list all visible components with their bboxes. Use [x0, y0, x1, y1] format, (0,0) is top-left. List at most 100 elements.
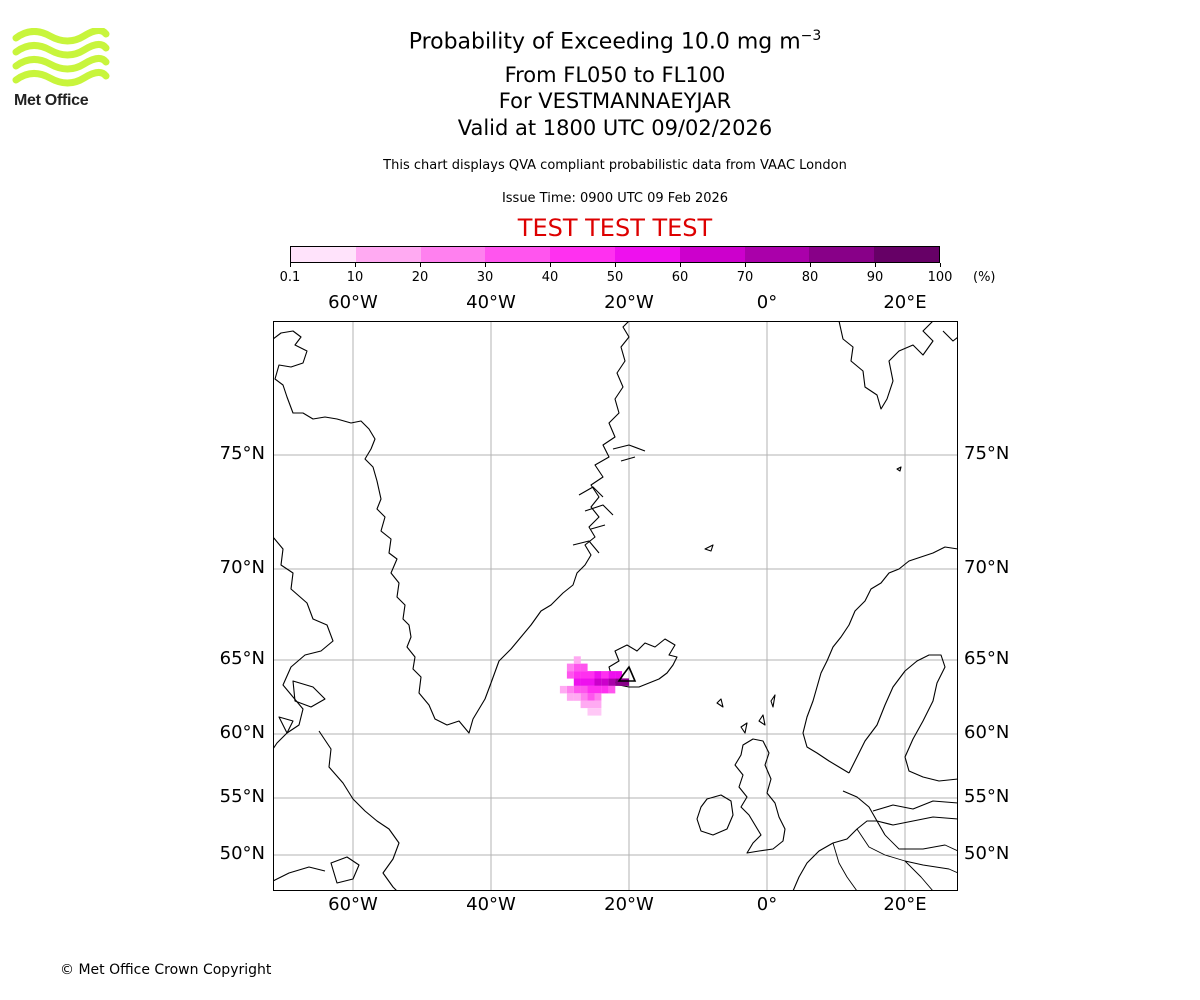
plume-cell [580, 671, 588, 679]
plume-cell [566, 693, 574, 701]
latitude-label-right: 65°N [964, 648, 1010, 669]
source-marker [617, 665, 637, 682]
plume-cell [601, 685, 609, 694]
latitude-label-left: 65°N [219, 648, 265, 669]
rockall-lewis [740, 722, 748, 734]
europe-coastline [792, 816, 958, 891]
chart-title: Probability of Exceeding 10.0 mg m−3 [0, 28, 1200, 54]
longitude-label-top: 20°E [883, 292, 927, 313]
met-office-logo [12, 27, 112, 118]
colorbar-tick [550, 263, 551, 267]
colorbar-segment [291, 247, 356, 262]
title-text: Probability of Exceeding 10.0 mg m [408, 29, 801, 55]
copyright-notice: © Met Office Crown Copyright [60, 962, 272, 978]
plume-cell [615, 678, 623, 686]
colorbar-tick-label: 10 [346, 270, 364, 285]
colorbar-tick-label: 80 [801, 270, 819, 285]
svalbard-north [942, 330, 958, 342]
plume-cell [594, 708, 602, 716]
logo-text: Met Office [14, 92, 89, 109]
baffin-island-coastline [273, 536, 334, 750]
latitude-label-right: 70°N [964, 557, 1010, 578]
colorbar-tick [875, 263, 876, 267]
plume-cell [608, 685, 616, 694]
plume-cell [594, 671, 602, 679]
sweden-finland-border [848, 654, 958, 782]
hudson-islands [278, 680, 326, 734]
location-label: For VESTMANNAEYJAR [498, 89, 732, 113]
latitude-label-left: 55°N [219, 786, 265, 807]
colorbar-unit: (%) [973, 270, 996, 285]
faroe-islands [716, 698, 724, 708]
ireland-coastline [696, 794, 734, 836]
latitude-label-left: 50°N [219, 843, 265, 864]
longitude-label-bottom: 20°E [883, 894, 927, 915]
plume-cell [566, 671, 574, 679]
plume-cell [615, 671, 623, 679]
chart-description: This chart displays QVA compliant probab… [383, 158, 847, 173]
latitude-label-right: 50°N [964, 843, 1010, 864]
labrador-coastline [318, 730, 400, 891]
plume-cell [573, 678, 581, 686]
plume-cell [573, 693, 581, 701]
colorbar-segment [485, 247, 551, 262]
plume-cell [594, 700, 602, 709]
plume-cell [580, 685, 588, 694]
svalbard-coastline [838, 321, 934, 410]
map-frame [273, 321, 958, 891]
plume-cell [566, 663, 574, 672]
latitude-label-right: 55°N [964, 786, 1010, 807]
plume-cell [580, 700, 588, 709]
colorbar-tick [615, 263, 616, 267]
colorbar-tick [420, 263, 421, 267]
colorbar-tick-label: 40 [541, 270, 559, 285]
longitude-label-top: 0° [756, 292, 778, 313]
colorbar-segment [614, 247, 680, 262]
latitude-label-right: 75°N [964, 443, 1010, 464]
plume-cell [608, 678, 616, 686]
longitude-label-top: 20°W [604, 292, 654, 313]
colorbar-tick-label: 60 [671, 270, 689, 285]
ash-probability-plume [559, 656, 629, 716]
longitude-label-bottom: 40°W [466, 894, 516, 915]
map-panel [273, 321, 958, 891]
issue-time: Issue Time: 0900 UTC 09 Feb 2026 [501, 191, 729, 206]
colorbar-tick-label: 100 [927, 270, 953, 285]
latitude-label-right: 60°N [964, 722, 1010, 743]
plume-cell [573, 663, 581, 672]
longitude-label-top: 60°W [328, 292, 378, 313]
plume-cell [594, 685, 602, 694]
colorbar-tick-label: 20 [411, 270, 429, 285]
newfoundland-coastline [273, 856, 360, 884]
plume-cell [580, 693, 588, 701]
colorbar-tick [680, 263, 681, 267]
plume-cell [573, 671, 581, 679]
colorbar-segment [355, 247, 421, 262]
plume-cell [587, 708, 595, 716]
longitude-label-bottom: 60°W [328, 894, 378, 915]
colorbar-tick [355, 263, 356, 267]
met-office-waves-icon [12, 27, 110, 87]
longitude-label-top: 40°W [466, 292, 516, 313]
longitude-label-bottom: 0° [756, 894, 778, 915]
plume-cell [580, 678, 588, 686]
title-exponent: −3 [800, 28, 822, 44]
colorbar-segment [874, 247, 939, 262]
greenland-east-fjords [572, 444, 646, 554]
colorbar-segment [550, 247, 615, 262]
colorbar-segment [809, 247, 875, 262]
probability-colorbar [290, 246, 940, 263]
plume-cell [594, 678, 602, 686]
plume-cell [622, 678, 629, 686]
plume-cell [559, 685, 567, 694]
colorbar-tick [810, 263, 811, 267]
colorbar-tick-label: 30 [476, 270, 494, 285]
shetland-orkney [758, 694, 776, 726]
greenland-coastline [273, 321, 630, 734]
colorbar-tick-label: 50 [606, 270, 624, 285]
colorbar-tick [940, 263, 941, 267]
colorbar-segment [420, 247, 486, 262]
plume-cell [573, 685, 581, 694]
great-britain-coastline [734, 738, 786, 854]
colorbar-segment [679, 247, 745, 262]
